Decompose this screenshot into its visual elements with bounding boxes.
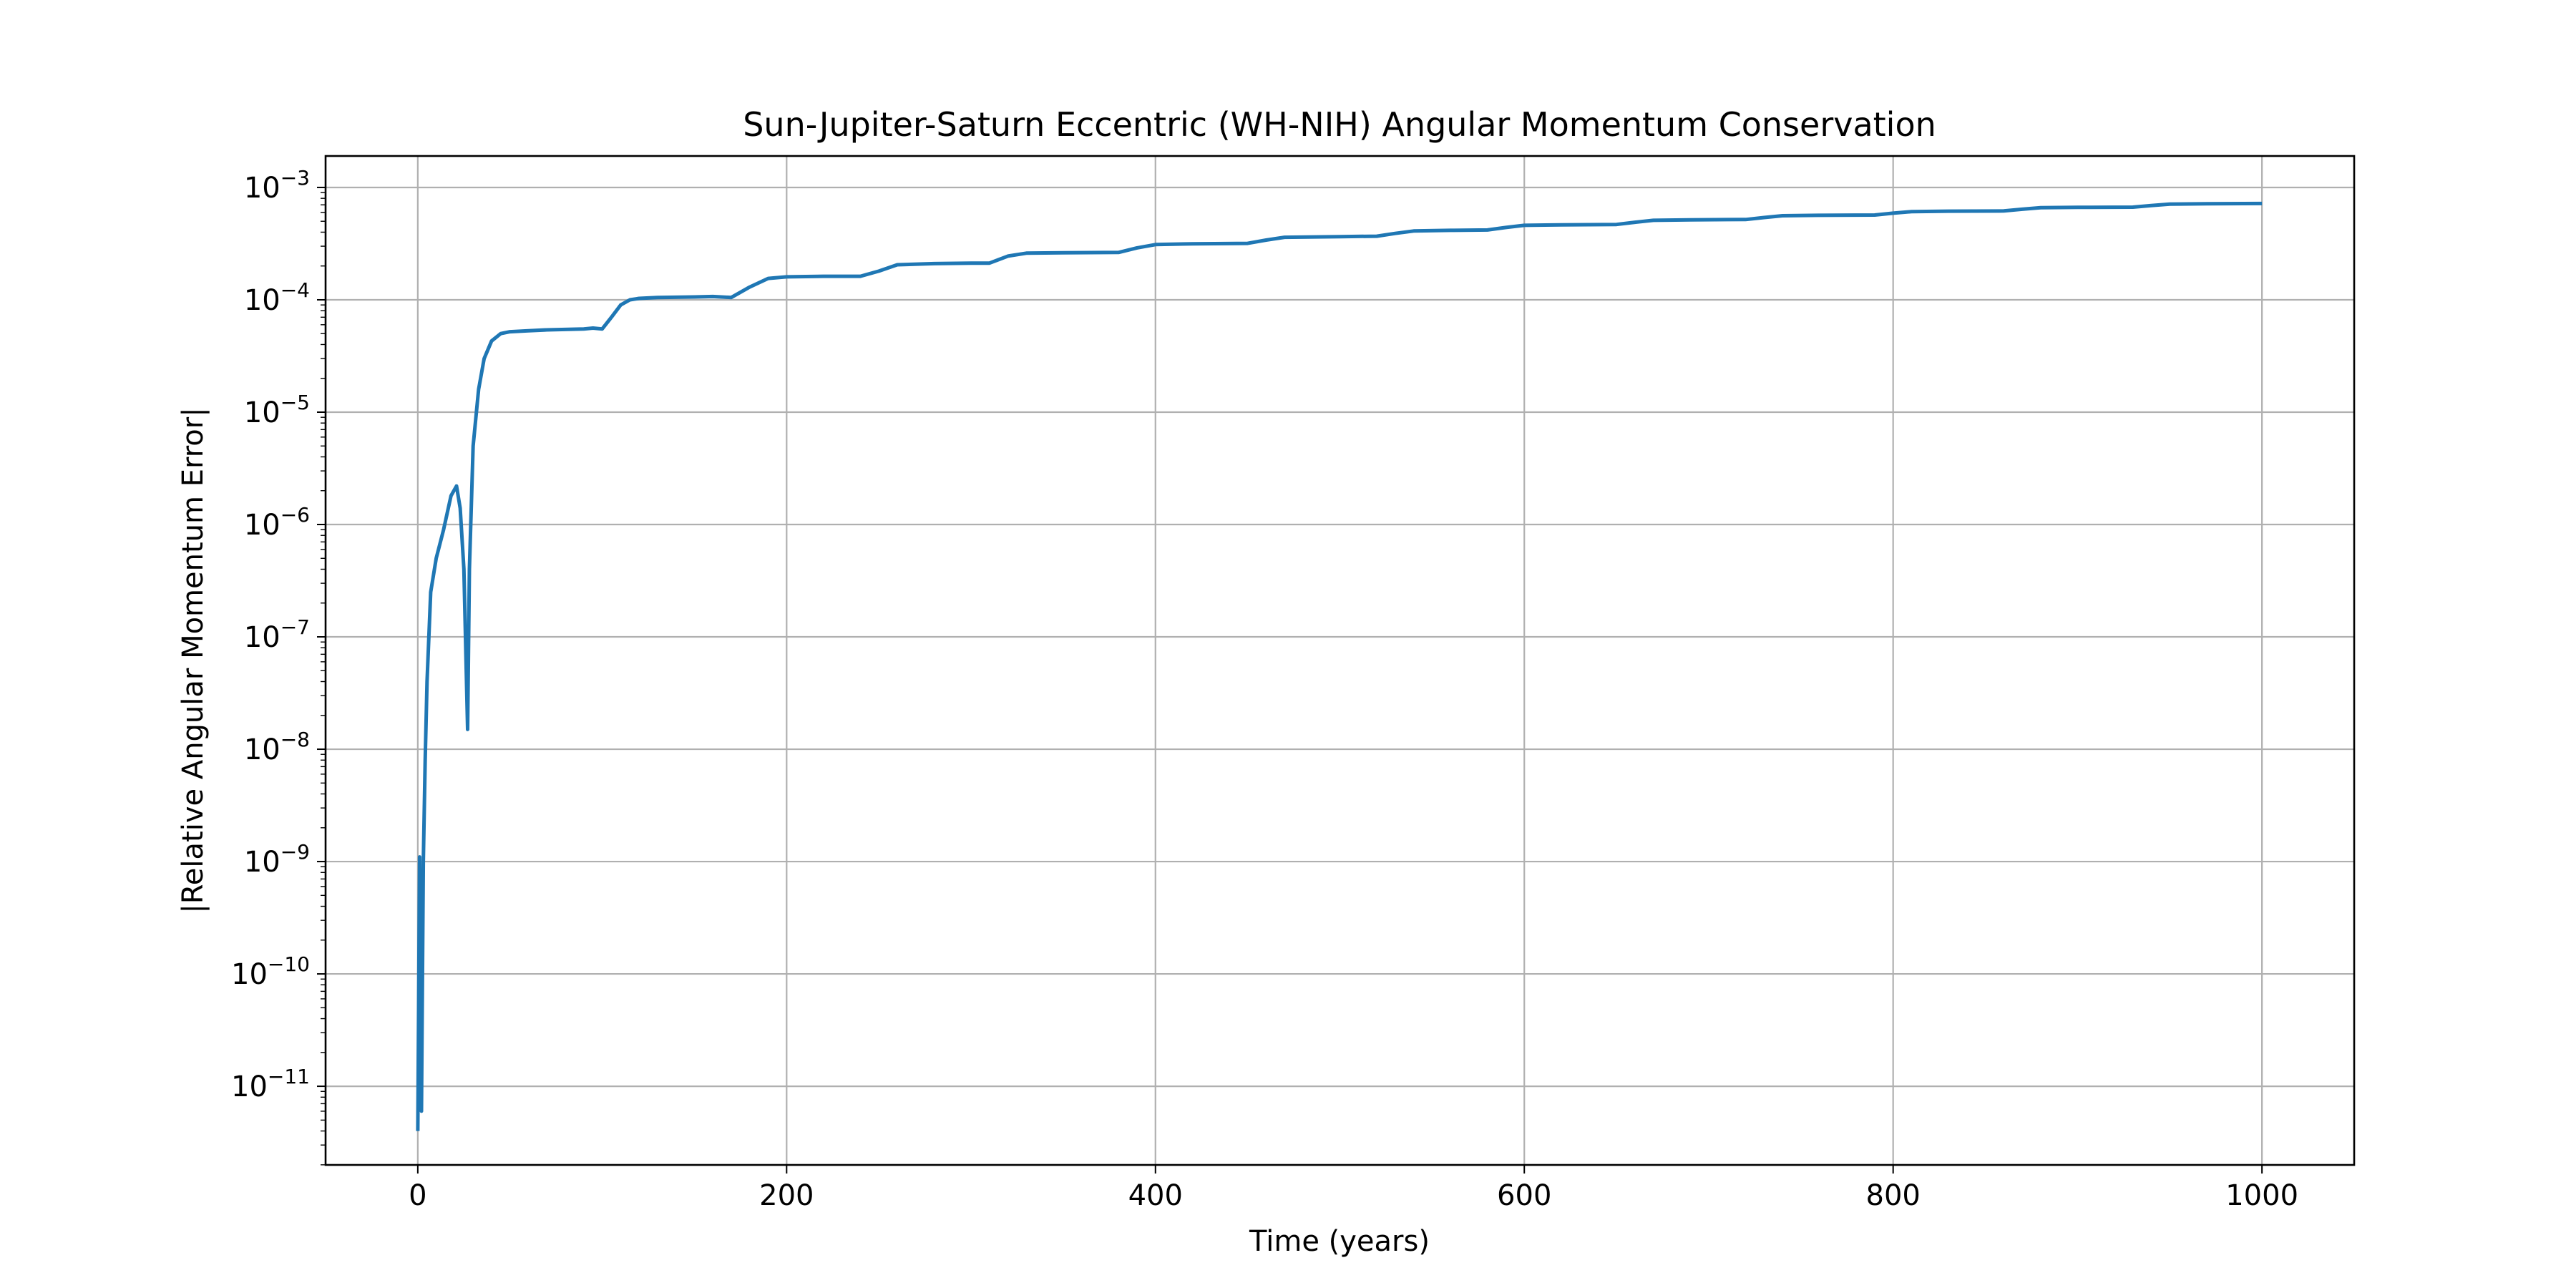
series-layer bbox=[416, 201, 2263, 1131]
y-axis: 10−3 10−4 10−5 10−6 10−7 10−8 10−9 10−10 10−11 bbox=[231, 166, 326, 1166]
y-tick-label: 10−8 bbox=[244, 728, 310, 766]
plot-frame bbox=[324, 155, 2356, 1166]
x-tick-label: 200 bbox=[759, 1179, 814, 1212]
grid-lines bbox=[326, 156, 2354, 1165]
y-tick-label: 10−6 bbox=[244, 503, 310, 542]
x-tick-label: 1000 bbox=[2225, 1179, 2298, 1212]
x-tick-label: 600 bbox=[1497, 1179, 1551, 1212]
y-tick-label: 10−9 bbox=[244, 840, 310, 879]
x-axis-label: Time (years) bbox=[1249, 1225, 1430, 1258]
x-tick-label: 800 bbox=[1866, 1179, 1921, 1212]
y-tick-label: 10−3 bbox=[244, 166, 310, 205]
plot-area-background bbox=[326, 156, 2354, 1165]
y-tick-label: 10−5 bbox=[244, 391, 310, 429]
x-axis: 0 200 400 600 800 1000 bbox=[409, 1165, 2298, 1212]
chart-title: Sun-Jupiter-Saturn Eccentric (WH-NIH) An… bbox=[743, 105, 1936, 144]
y-tick-label: 10−7 bbox=[244, 615, 310, 654]
y-axis-label: |Relative Angular Momentum Error| bbox=[177, 407, 210, 913]
y-tick-label: 10−10 bbox=[231, 952, 310, 991]
series-line-0 bbox=[416, 201, 2263, 1131]
y-tick-label: 10−11 bbox=[231, 1065, 310, 1103]
y-tick-label: 10−4 bbox=[244, 278, 310, 317]
x-tick-label: 0 bbox=[409, 1179, 426, 1212]
x-tick-label: 400 bbox=[1128, 1179, 1183, 1212]
